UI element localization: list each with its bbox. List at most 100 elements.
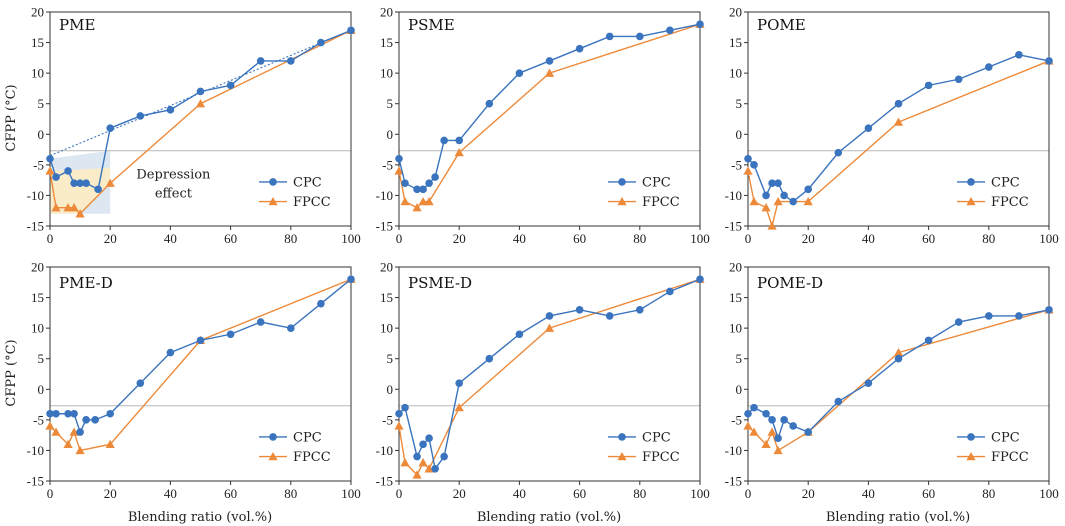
y-tick-label: -15: [725, 474, 742, 489]
data-point-cpc: [762, 409, 770, 418]
data-point-cpc: [545, 312, 554, 320]
data-point-fpcc: [761, 203, 771, 212]
y-tick-label: 5: [38, 351, 45, 366]
data-point-cpc: [82, 416, 90, 424]
legend-marker-cpc: [618, 433, 626, 441]
data-point-cpc: [347, 26, 355, 35]
x-tick-label: 20: [802, 486, 815, 501]
panel-title: POME: [757, 16, 806, 34]
data-point-cpc: [425, 179, 433, 187]
data-point-cpc: [750, 403, 758, 412]
data-point-cpc: [924, 81, 933, 90]
y-tick-label: 20: [380, 260, 393, 275]
y-tick-label: 5: [387, 351, 394, 366]
x-tick-label: 20: [453, 486, 466, 501]
data-point-cpc: [789, 197, 797, 206]
data-point-cpc: [76, 428, 84, 436]
data-point-fpcc: [424, 464, 434, 473]
x-tick-label: 0: [745, 231, 752, 246]
y-tick-label: 5: [736, 96, 743, 111]
y-tick-label: 15: [729, 35, 742, 50]
panel-psme-d: -15 -10 -5 0 5 10 15 20 0 20 40 60 80 100 PSME-D CPC FPC…: [376, 260, 710, 502]
data-point-cpc: [395, 154, 403, 163]
legend-label-fpcc: FPCC: [642, 450, 680, 465]
data-point-cpc: [166, 106, 175, 114]
data-point-fpcc: [69, 203, 79, 212]
y-tick-label: -10: [27, 188, 44, 203]
legend-label-cpc: CPC: [293, 175, 322, 190]
y-tick-label: -5: [33, 157, 44, 172]
plot-frame: [747, 266, 1050, 482]
x-tick-label: 40: [164, 231, 177, 246]
y-tick-label: 15: [380, 35, 393, 50]
x-tick-label: 100: [1039, 486, 1059, 501]
data-point-fpcc: [45, 166, 55, 175]
legend-label-fpcc: FPCC: [991, 450, 1029, 465]
y-tick-label: 15: [31, 35, 44, 50]
data-point-fpcc: [418, 458, 428, 467]
x-tick-label: 80: [284, 486, 297, 501]
data-point-cpc: [774, 179, 782, 187]
plot-frame: [398, 266, 701, 482]
data-point-cpc: [768, 416, 776, 424]
y-tick-label: -10: [725, 188, 742, 203]
data-point-fpcc: [75, 445, 85, 455]
legend-label-cpc: CPC: [991, 175, 1020, 190]
series-line-cpc: [747, 309, 1050, 441]
data-point-fpcc: [45, 421, 55, 430]
data-point-cpc: [696, 20, 704, 29]
data-point-cpc: [76, 179, 84, 187]
x-tick-label: 40: [513, 486, 526, 501]
series-line-fpcc: [49, 278, 352, 452]
data-point-fpcc: [400, 458, 410, 467]
y-tick-label: 20: [729, 260, 742, 275]
legend-label-fpcc: FPCC: [642, 195, 680, 210]
y-tick-label: 20: [31, 5, 44, 20]
x-tick-label: 80: [633, 231, 646, 246]
y-tick-label: -15: [725, 219, 742, 234]
data-point-cpc: [804, 428, 812, 436]
data-point-cpc: [94, 185, 102, 194]
data-point-fpcc: [394, 421, 404, 430]
data-point-fpcc: [105, 178, 115, 187]
data-point-cpc: [774, 434, 782, 443]
data-point-fpcc: [394, 166, 404, 175]
data-point-cpc: [485, 354, 494, 363]
data-point-cpc: [226, 81, 235, 90]
y-axis-label-top: CFPP (°C): [4, 84, 19, 151]
series-line-cpc: [398, 278, 701, 471]
data-point-cpc: [515, 330, 524, 339]
data-point-cpc: [431, 464, 439, 473]
legend-marker-fpcc: [617, 196, 627, 206]
data-point-cpc: [545, 57, 554, 65]
annotation-text: Depression: [136, 167, 211, 182]
series-line-cpc: [49, 29, 352, 191]
x-tick-label: 80: [633, 486, 646, 501]
data-point-cpc: [834, 148, 843, 157]
data-point-cpc: [455, 379, 464, 387]
data-point-cpc: [401, 179, 409, 187]
data-point-fpcc: [454, 403, 464, 412]
data-point-cpc: [395, 409, 403, 418]
x-tick-label: 60: [224, 231, 237, 246]
plot-frame: [747, 11, 1050, 227]
data-point-fpcc: [544, 68, 555, 77]
data-point-fpcc: [51, 203, 61, 212]
x-tick-label: 20: [104, 231, 117, 246]
series-line-cpc: [398, 23, 701, 191]
data-point-cpc: [256, 318, 265, 326]
data-point-cpc: [431, 173, 439, 181]
x-tick-label: 60: [573, 231, 586, 246]
x-tick-label: 20: [453, 231, 466, 246]
y-tick-label: 0: [387, 127, 394, 142]
data-point-cpc: [636, 306, 644, 314]
data-point-cpc: [864, 124, 873, 132]
data-point-fpcc: [412, 203, 422, 212]
series-line-fpcc: [398, 278, 701, 477]
data-point-cpc: [864, 379, 873, 387]
y-axis-label-bottom: CFPP (°C): [4, 339, 19, 406]
x-tick-label: 0: [396, 486, 403, 501]
x-tick-label: 0: [745, 486, 752, 501]
legend-label-cpc: CPC: [642, 175, 671, 190]
